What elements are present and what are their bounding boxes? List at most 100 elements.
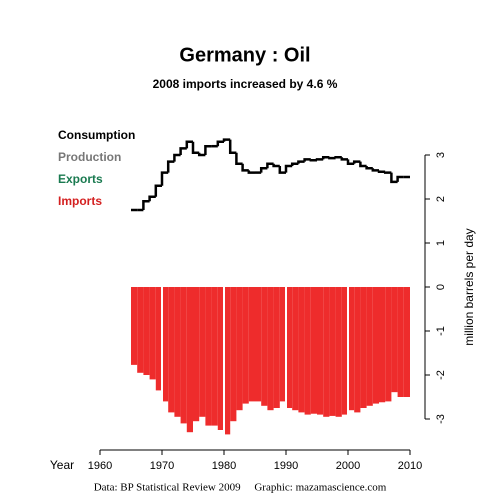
consumption-step bbox=[204, 144, 212, 155]
import-bar bbox=[304, 287, 311, 415]
import-bar bbox=[366, 287, 373, 406]
import-bar bbox=[211, 287, 218, 426]
import-bar bbox=[180, 287, 187, 424]
consumption-step bbox=[377, 170, 386, 173]
consumption-step bbox=[340, 157, 348, 161]
import-bar bbox=[341, 287, 348, 415]
consumption-step bbox=[197, 152, 206, 157]
import-bar bbox=[186, 287, 193, 433]
import-bar bbox=[261, 287, 268, 406]
y-tick-label: -3 bbox=[435, 414, 447, 424]
y-tick-label: -1 bbox=[435, 326, 447, 336]
import-bar bbox=[317, 287, 324, 415]
import-bar bbox=[360, 287, 367, 408]
import-bar bbox=[292, 287, 299, 411]
import-bar bbox=[348, 287, 355, 411]
consumption-step bbox=[359, 161, 367, 168]
import-bar bbox=[329, 287, 336, 416]
y-axis-label: million barrels per day bbox=[462, 228, 476, 345]
y-tick-label: 3 bbox=[435, 152, 447, 158]
consumption-step bbox=[247, 170, 255, 174]
legend-label: Imports bbox=[58, 194, 102, 208]
consumption-step bbox=[191, 141, 200, 155]
import-bar bbox=[155, 287, 162, 391]
legend-label: Production bbox=[58, 150, 121, 164]
consumption-step bbox=[154, 184, 162, 197]
x-tick-label: 1970 bbox=[150, 460, 174, 472]
consumption-step bbox=[383, 171, 392, 174]
import-bar bbox=[310, 287, 317, 414]
consumption-step bbox=[284, 164, 293, 173]
consumption-step bbox=[303, 158, 311, 162]
consumption-step bbox=[278, 166, 286, 174]
y-tick-label: -2 bbox=[435, 370, 447, 380]
import-bar bbox=[323, 287, 330, 417]
import-bar bbox=[273, 287, 280, 408]
chart-title: Germany : Oil bbox=[179, 44, 310, 66]
consumption-step bbox=[216, 140, 224, 147]
import-bar bbox=[335, 287, 342, 417]
x-axis-label: Year bbox=[50, 458, 74, 472]
consumption-step bbox=[266, 162, 274, 169]
consumption-step bbox=[222, 138, 231, 142]
import-bar bbox=[397, 287, 404, 397]
import-bar bbox=[193, 287, 200, 422]
consumption-step bbox=[148, 195, 156, 202]
import-bar bbox=[162, 287, 169, 402]
legend-label: Consumption bbox=[58, 128, 135, 142]
x-tick-label: 1990 bbox=[274, 460, 298, 472]
import-bar bbox=[379, 287, 386, 403]
import-bar bbox=[385, 287, 392, 402]
import-bar bbox=[236, 287, 243, 411]
import-bar bbox=[143, 287, 150, 375]
consumption-step bbox=[272, 163, 280, 168]
consumption-step bbox=[334, 155, 342, 159]
consumption-step bbox=[352, 160, 361, 164]
import-bar bbox=[199, 287, 206, 417]
consumption-step bbox=[228, 139, 237, 155]
y-tick-label: 2 bbox=[435, 196, 447, 202]
consumption-step bbox=[346, 159, 355, 166]
import-bar bbox=[255, 287, 262, 402]
import-bar bbox=[403, 287, 410, 397]
x-tick-label: 2000 bbox=[336, 460, 360, 472]
import-bar bbox=[217, 287, 224, 430]
consumption-step bbox=[179, 147, 187, 155]
y-tick-label: 0 bbox=[435, 284, 447, 290]
consumption-step bbox=[315, 158, 324, 161]
import-bar bbox=[372, 287, 379, 404]
x-tick-label: 2010 bbox=[398, 460, 422, 472]
import-bar bbox=[174, 287, 181, 417]
import-bar bbox=[298, 287, 305, 413]
legend-label: Exports bbox=[58, 172, 103, 186]
import-bar bbox=[131, 287, 138, 365]
import-bar bbox=[279, 287, 286, 402]
import-bar bbox=[242, 287, 249, 404]
x-tick-label: 1980 bbox=[212, 460, 236, 472]
import-bar bbox=[248, 287, 255, 402]
consumption-step bbox=[173, 153, 181, 162]
consumption-step bbox=[328, 156, 336, 160]
import-bar bbox=[354, 287, 361, 413]
consumption-step bbox=[235, 152, 243, 166]
consumption-step bbox=[142, 199, 150, 210]
consumption-step bbox=[309, 159, 317, 162]
import-bar bbox=[230, 287, 237, 422]
consumption-step bbox=[241, 163, 249, 172]
consumption-step bbox=[365, 166, 373, 170]
consumption-step bbox=[390, 172, 398, 184]
consumption-step bbox=[160, 171, 169, 186]
import-bar bbox=[149, 287, 156, 380]
consumption-step bbox=[371, 168, 379, 172]
consumption-step bbox=[396, 175, 404, 182]
import-bar bbox=[205, 287, 212, 426]
import-bar bbox=[137, 287, 144, 373]
chart-subtitle: 2008 imports increased by 4.6 % bbox=[153, 77, 338, 91]
consumption-step bbox=[290, 162, 299, 166]
consumption-step bbox=[321, 155, 330, 160]
consumption-step bbox=[259, 166, 268, 173]
footer: Data: BP Statistical Review 2009 Graphic… bbox=[94, 482, 387, 494]
import-bar bbox=[391, 287, 398, 393]
consumption-step bbox=[166, 160, 175, 173]
